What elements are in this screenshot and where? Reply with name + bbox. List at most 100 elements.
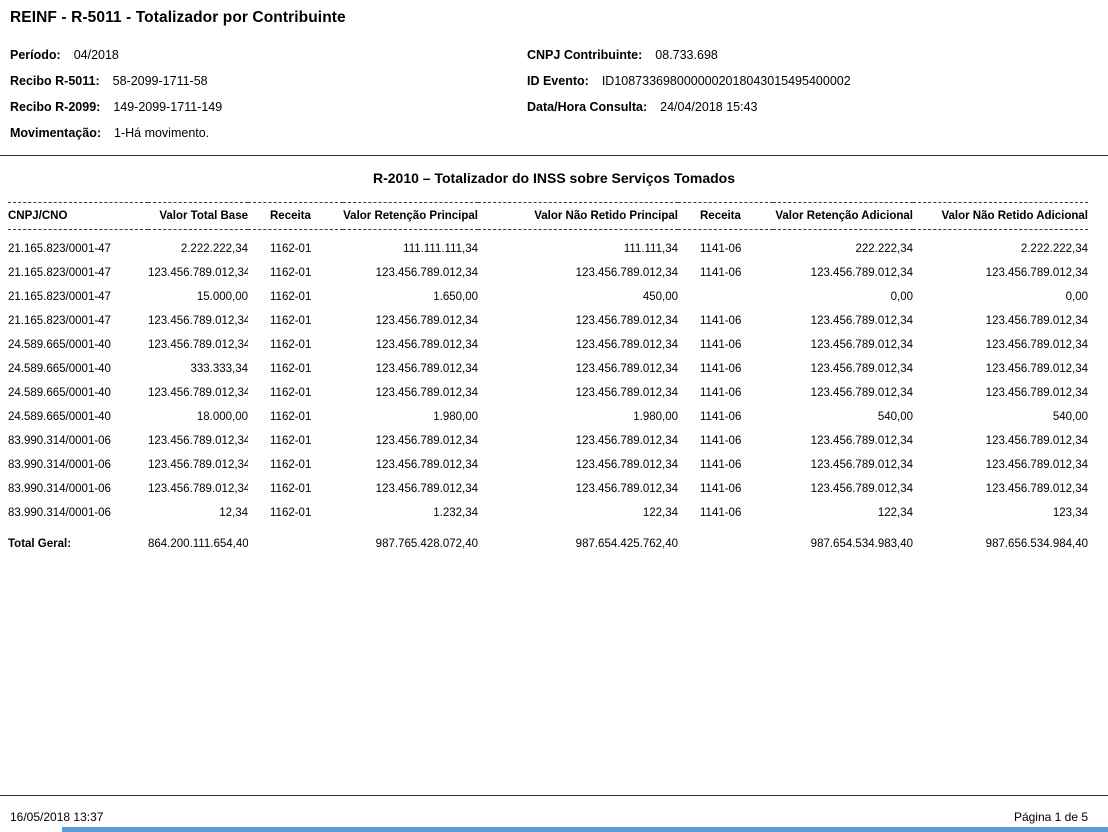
table-cell: 1162-01 <box>270 291 312 303</box>
section-title: R-2010 – Totalizador do INSS sobre Servi… <box>372 170 736 186</box>
table-cell: 15.000,00 <box>196 291 248 303</box>
table-cell: 1.980,00 <box>433 411 478 423</box>
table-cell: 123,34 <box>1052 507 1088 519</box>
table-cell: 123.456.789.012,34 <box>810 315 913 327</box>
table-cell: 111.111.111,34 <box>403 243 478 255</box>
table-cell: 1141-06 <box>700 435 742 447</box>
page-indicator: Página 1 de 5 <box>1013 810 1088 824</box>
table-cell: 2.222.222,34 <box>1020 243 1088 255</box>
table-cell <box>678 525 773 556</box>
meta-label: Movimentação: <box>10 126 101 140</box>
table-cell: 1141-06 <box>700 267 742 279</box>
table-row: 83.990.314/0001-06 123.456.789.012,34 1162… <box>8 453 1088 477</box>
meta-label: Recibo R-5011: <box>10 74 100 88</box>
table-cell: 21.165.823/0001-47 <box>8 291 111 303</box>
table-cell: 24.589.665/0001-40 <box>8 363 111 375</box>
table-cell <box>678 285 773 309</box>
column-header: Valor Não Retido Adicional <box>913 202 1088 230</box>
metadata-left: Período: 04/2018 Recibo R-5011: 58-2099-17… <box>10 42 222 146</box>
table-cell: 83.990.314/0001-06 <box>8 435 111 447</box>
table-cell: 123.456.789.012,34 <box>575 387 678 399</box>
table-cell: 864.200.111.654,40 <box>148 538 248 550</box>
table-cell: Total Geral: <box>8 538 72 550</box>
page-title: REINF - R-5011 - Totalizador por Contrib… <box>10 9 346 26</box>
column-header: Receita <box>248 202 343 230</box>
table-cell: 123.456.789.012,34 <box>575 435 678 447</box>
table-cell: 123.456.789.012,34 <box>375 459 478 471</box>
table-cell: 123.456.789.012,34 <box>575 315 678 327</box>
meta-row-data-hora-consulta: Data/Hora Consulta: 24/04/2018 15:43 <box>527 94 851 120</box>
column-header: CNPJ/CNO <box>8 202 148 230</box>
table-row: 21.165.823/0001-47 123.456.789.012,34 1162… <box>8 261 1088 285</box>
table-row: 24.589.665/0001-40 123.456.789.012,34 1162… <box>8 381 1088 405</box>
table-cell: 122,34 <box>642 507 678 519</box>
table-row: 83.990.314/0001-06 123.456.789.012,34 1162… <box>8 477 1088 501</box>
table-cell: 1162-01 <box>270 243 312 255</box>
table-cell: 123.456.789.012,34 <box>575 267 678 279</box>
table-cell: 1162-01 <box>270 507 312 519</box>
table-cell: 1162-01 <box>270 435 312 447</box>
table-cell: 123.456.789.012,34 <box>575 459 678 471</box>
table-cell: 123.456.789.012,34 <box>810 435 913 447</box>
table-row: 83.990.314/0001-06 123.456.789.012,34 1162… <box>8 429 1088 453</box>
table-total-row: Total Geral: 864.200.111.654,40 987.765.42… <box>8 525 1088 556</box>
generated-datetime: 16/05/2018 13:37 <box>10 810 104 824</box>
table-cell: 987.765.428.072,40 <box>375 538 478 550</box>
meta-row-movimentacao: Movimentação: 1-Há movimento. <box>10 120 222 146</box>
table-cell: 123.456.789.012,34 <box>375 483 478 495</box>
header-divider <box>0 155 1108 156</box>
column-header: Valor Não Retido Principal <box>478 202 678 230</box>
meta-label: Período: <box>10 48 61 62</box>
meta-value: ID1087336980000002018043015495400002 <box>601 74 851 88</box>
table-cell: 123.456.789.012,34 <box>375 315 478 327</box>
metadata-right: CNPJ Contribuinte: 08.733.698 ID Evento: I… <box>527 42 851 120</box>
table-cell: 987.654.425.762,40 <box>575 538 678 550</box>
table-cell: 123.456.789.012,34 <box>375 267 478 279</box>
meta-value: 149-2099-1711-149 <box>113 100 223 114</box>
table-cell: 123.456.789.012,34 <box>985 315 1088 327</box>
table-cell: 1162-01 <box>270 483 312 495</box>
table-body: 21.165.823/0001-47 2.222.222,34 1162-01 111… <box>8 230 1088 526</box>
table-cell: 24.589.665/0001-40 <box>8 387 111 399</box>
meta-label: Data/Hora Consulta: <box>527 100 648 114</box>
metadata-section: Período: 04/2018 Recibo R-5011: 58-2099-17… <box>10 42 1108 149</box>
table-cell: 122,34 <box>877 507 913 519</box>
table-cell: 1162-01 <box>270 315 312 327</box>
table-cell: 123.456.789.012,34 <box>985 363 1088 375</box>
meta-value: 04/2018 <box>73 48 119 62</box>
table-cell: 1141-06 <box>700 507 742 519</box>
table-cell: 1141-06 <box>700 243 742 255</box>
table-row: 83.990.314/0001-06 12,34 1162-01 1.232,34 12… <box>8 501 1088 525</box>
table-cell: 1141-06 <box>700 387 742 399</box>
table-cell: 987.656.534.984,40 <box>985 538 1088 550</box>
table-cell: 21.165.823/0001-47 <box>8 267 111 279</box>
table-cell: 123.456.789.012,34 <box>985 435 1088 447</box>
table-cell: 1141-06 <box>700 411 742 423</box>
table-cell: 1162-01 <box>270 339 312 351</box>
table-header-row: CNPJ/CNO Valor Total Base Receita Valor Ret… <box>8 202 1088 230</box>
table-cell: 83.990.314/0001-06 <box>8 483 111 495</box>
table-row: 24.589.665/0001-40 123.456.789.012,34 1162… <box>8 333 1088 357</box>
table-cell: 1.650,00 <box>433 291 478 303</box>
table-cell: 987.654.534.983,40 <box>810 538 913 550</box>
column-header: Valor Retenção Adicional <box>773 202 913 230</box>
meta-row-recibo-r5011: Recibo R-5011: 58-2099-1711-58 <box>10 68 222 94</box>
meta-label: Recibo R-2099: <box>10 100 101 114</box>
table-cell: 2.222.222,34 <box>180 243 248 255</box>
table-cell: 1162-01 <box>270 363 312 375</box>
table-cell: 21.165.823/0001-47 <box>8 243 111 255</box>
table-row: 24.589.665/0001-40 333.333,34 1162-01 123.4… <box>8 357 1088 381</box>
table-row: 21.165.823/0001-47 2.222.222,34 1162-01 111… <box>8 230 1088 262</box>
table-cell <box>248 525 343 556</box>
table-cell: 1141-06 <box>700 363 742 375</box>
table-cell: 1141-06 <box>700 483 742 495</box>
table-cell: 450,00 <box>642 291 678 303</box>
meta-value: 24/04/2018 15:43 <box>660 100 758 114</box>
table-cell: 123.456.789.012,34 <box>575 363 678 375</box>
table-cell: 123.456.789.012,34 <box>810 387 913 399</box>
meta-value: 58-2099-1711-58 <box>112 74 208 88</box>
meta-row-recibo-r2099: Recibo R-2099: 149-2099-1711-149 <box>10 94 222 120</box>
table-cell: 111.111,34 <box>623 243 678 255</box>
table-cell: 123.456.789.012,34 <box>148 267 248 279</box>
